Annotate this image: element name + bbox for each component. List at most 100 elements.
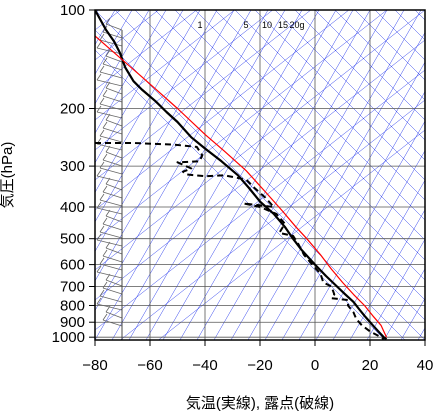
wind-barb-flag [102,153,108,161]
wind-barb-flag [99,257,105,265]
wind-barb [105,87,123,95]
mixing-ratio-label: 15 [278,20,288,30]
wind-barb-flag [105,241,111,249]
wind-barb [102,319,123,327]
wind-barb-flag [96,169,102,177]
wind-barb [102,287,123,295]
x-tick-label: −20 [247,357,272,374]
isotherm-line [417,327,425,340]
wind-barb [105,23,123,31]
wind-barb [105,311,123,319]
adiabat-line [134,10,425,301]
wind-barb [99,263,123,271]
wind-barb-flag [105,305,111,313]
adiabat-line [234,10,425,201]
wind-barb [102,63,123,71]
wind-barb [102,191,123,199]
wind-barb [102,223,123,231]
adiabat-line [254,10,425,181]
wind-barb-flag [96,73,102,81]
wind-barb-flag [102,313,108,321]
wind-barb [102,127,123,135]
wind-barb [105,247,123,255]
isotherm-line [213,10,405,340]
wind-barb-flag [105,17,111,25]
wind-barb [105,151,123,159]
isotherm-line [162,10,354,340]
dewpoint-line [95,142,385,340]
wind-barb-flag [96,233,102,241]
wind-barb-flag [96,201,102,209]
isotherm-line [95,10,184,164]
isotherm-line [247,32,425,340]
isotherm-line [349,209,425,340]
wind-barb-flag [102,249,108,257]
wind-barb [102,95,123,103]
wind-barb [105,119,123,127]
isotherm-line [366,238,425,340]
isotherm-line [95,10,167,134]
mixing-ratio-label: 20g [289,20,304,30]
wind-barb-flag [105,81,111,89]
mixing-ratio-label: 10 [262,20,272,30]
wind-barb [105,215,123,223]
wind-barb [99,135,123,143]
adiabat-line [294,10,425,141]
isotherm-line [298,120,425,340]
temperature-line [95,10,388,340]
wind-barb [102,159,123,167]
y-tick-label: 400 [60,199,85,216]
wind-barb-flag [99,65,105,73]
wind-barb-flag [96,265,102,273]
wind-barb-flag [105,209,111,217]
wind-barb [99,167,123,175]
adiabat-line [274,10,425,161]
wind-barb-flag [96,105,102,113]
adiabat-line [214,10,425,221]
adiabat-line [174,10,425,261]
wind-barb [105,55,123,63]
wind-barb-flag [99,129,105,137]
wind-barb-flag [102,281,108,289]
isotherm-line [128,10,320,340]
y-tick-label: 900 [60,314,85,331]
isotherm-line [281,91,425,340]
isotherm-line [179,10,371,340]
y-tick-label: 1000 [52,329,85,346]
wind-barb [102,31,123,39]
y-tick-label: 300 [60,158,85,175]
wind-barb-flag [105,273,111,281]
wind-barb-flag [105,145,111,153]
wind-barb-flag [105,113,111,121]
wind-barb-flag [99,161,105,169]
isotherm-line [230,10,422,340]
isotherm-line [95,10,133,75]
wind-barb-flag [102,57,108,65]
wind-barb-flag [102,217,108,225]
isotherm-line [145,10,337,340]
wind-barb-flag [96,297,102,305]
wind-barb-flag [96,41,102,49]
isotherm-line [95,10,235,252]
wind-barb-flag [102,121,108,129]
x-tick-labels: −80 −60 −40 −20 0 20 40 [82,340,433,374]
wind-barb [102,255,123,263]
isotherm-line [95,10,150,105]
x-tick-label: 0 [311,357,319,374]
y-tick-label: 800 [60,297,85,314]
adiabat-line [374,10,425,61]
wind-barb-flag [102,89,108,97]
wind-barb-flag [99,193,105,201]
y-tick-label: 500 [60,231,85,248]
x-tick-label: 40 [417,357,434,374]
wind-barb-flag [99,225,105,233]
wind-barb [99,103,123,111]
mixing-ratio-labels: 1 5 10 15 20g [197,20,304,30]
x-tick-label: 20 [362,357,379,374]
wind-barb-flag [99,33,105,41]
adiabat-line [95,29,406,340]
wind-barb-flag [105,177,111,185]
mixing-ratio-label: 5 [243,20,248,30]
y-tick-label: 100 [60,2,85,19]
